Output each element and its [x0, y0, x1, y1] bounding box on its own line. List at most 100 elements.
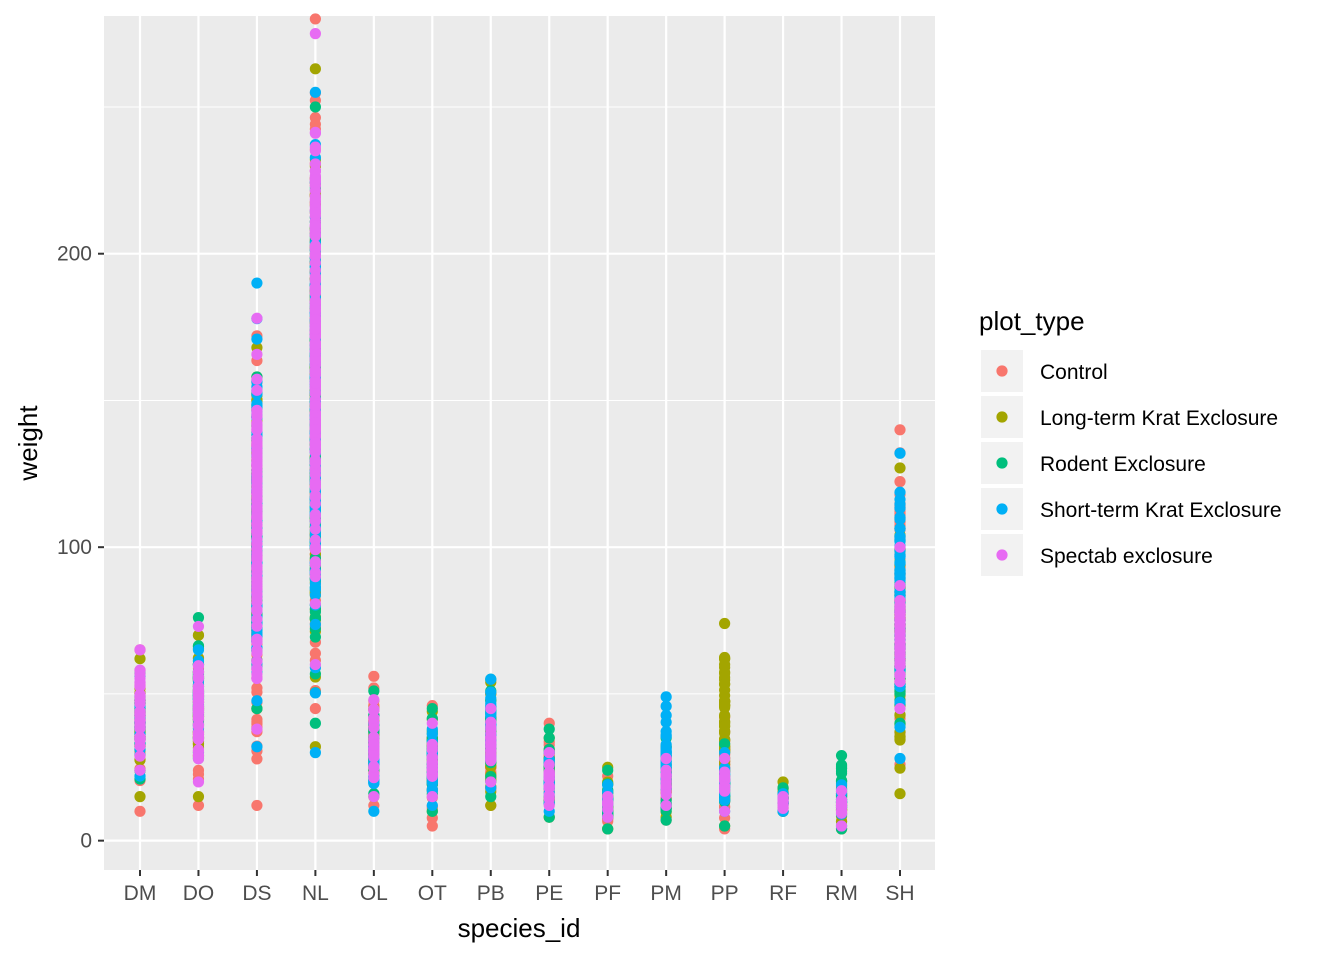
data-point [426, 717, 438, 729]
data-point [894, 486, 906, 498]
legend-item: Rodent Exclosure [981, 442, 1206, 484]
data-point [894, 462, 906, 474]
data-point [192, 670, 205, 683]
plot-panel [104, 16, 935, 870]
data-point [894, 566, 906, 579]
x-tick-label: PB [477, 882, 505, 905]
data-point [894, 523, 906, 535]
data-point [251, 476, 263, 488]
data-point [835, 749, 848, 762]
data-point [309, 338, 321, 351]
data-point [134, 653, 146, 665]
data-point [251, 417, 263, 429]
data-point [251, 485, 263, 498]
minor-gridlines [104, 106, 935, 695]
data-point [251, 333, 263, 345]
data-point [309, 86, 321, 98]
data-point [134, 791, 146, 803]
data-point [485, 791, 497, 803]
data-point [309, 399, 321, 411]
data-point [543, 780, 555, 792]
data-point [251, 702, 263, 715]
data-point [660, 752, 672, 765]
data-point [894, 618, 906, 630]
data-point [485, 748, 497, 760]
legend-item: Control [981, 350, 1108, 392]
data-point [309, 141, 321, 153]
legend-label: Spectab exclosure [1040, 545, 1213, 568]
legend-item: Long-term Krat Exclosure [981, 396, 1278, 438]
data-point [309, 303, 321, 315]
data-point [251, 384, 263, 396]
x-tick-label: DO [183, 882, 215, 905]
data-point [309, 164, 321, 177]
data-point [251, 501, 263, 513]
data-point [309, 717, 321, 729]
data-point [368, 705, 380, 717]
data-point [894, 653, 906, 665]
data-point [894, 579, 906, 592]
data-point [894, 702, 906, 715]
y-axis: 0 100 200 [57, 243, 104, 853]
data-point [309, 702, 321, 715]
data-point [894, 668, 906, 681]
data-point [602, 796, 614, 808]
data-point [660, 700, 672, 712]
data-point [719, 727, 731, 739]
x-tick-label: RM [825, 882, 858, 905]
data-point [602, 811, 614, 823]
data-point [309, 295, 321, 307]
data-point [660, 691, 672, 703]
y-tick-label: 200 [57, 243, 92, 266]
data-point [309, 281, 321, 293]
data-point [251, 512, 263, 524]
data-point [426, 752, 438, 764]
data-point [309, 556, 321, 568]
data-point [192, 629, 205, 641]
legend-marker [996, 549, 1008, 561]
data-point [251, 695, 263, 707]
x-tick-label: OL [360, 882, 388, 905]
data-point [719, 617, 731, 630]
data-point [368, 685, 380, 697]
data-point [251, 460, 263, 473]
data-point [894, 632, 906, 644]
data-point [719, 678, 731, 690]
data-point [835, 820, 848, 832]
data-point [894, 788, 906, 800]
data-point [426, 799, 438, 812]
data-point [719, 805, 731, 817]
x-tick-label: PE [535, 882, 563, 905]
data-point [894, 606, 906, 618]
data-point [251, 433, 263, 445]
data-point [368, 791, 380, 803]
data-point [719, 785, 731, 797]
data-point [835, 785, 848, 797]
data-point [309, 457, 321, 469]
data-point [251, 348, 263, 360]
data-point [719, 700, 731, 712]
data-point [719, 793, 731, 805]
data-point [251, 572, 263, 585]
data-point [134, 680, 146, 692]
data-point [134, 644, 146, 656]
data-point [309, 365, 321, 377]
data-point [309, 631, 321, 643]
legend-label: Rodent Exclosure [1040, 453, 1206, 476]
data-point [894, 731, 906, 743]
y-tick-label: 0 [80, 830, 92, 853]
data-point [368, 805, 380, 817]
data-point [309, 658, 321, 671]
data-point [134, 750, 146, 762]
data-point [660, 799, 672, 812]
data-point [894, 721, 906, 733]
data-point [368, 670, 380, 682]
data-point [192, 644, 205, 656]
data-point [251, 408, 263, 420]
data-point [309, 63, 321, 75]
data-point [309, 323, 321, 335]
data-point [426, 702, 438, 715]
data-point [192, 799, 205, 812]
data-point [192, 776, 205, 788]
